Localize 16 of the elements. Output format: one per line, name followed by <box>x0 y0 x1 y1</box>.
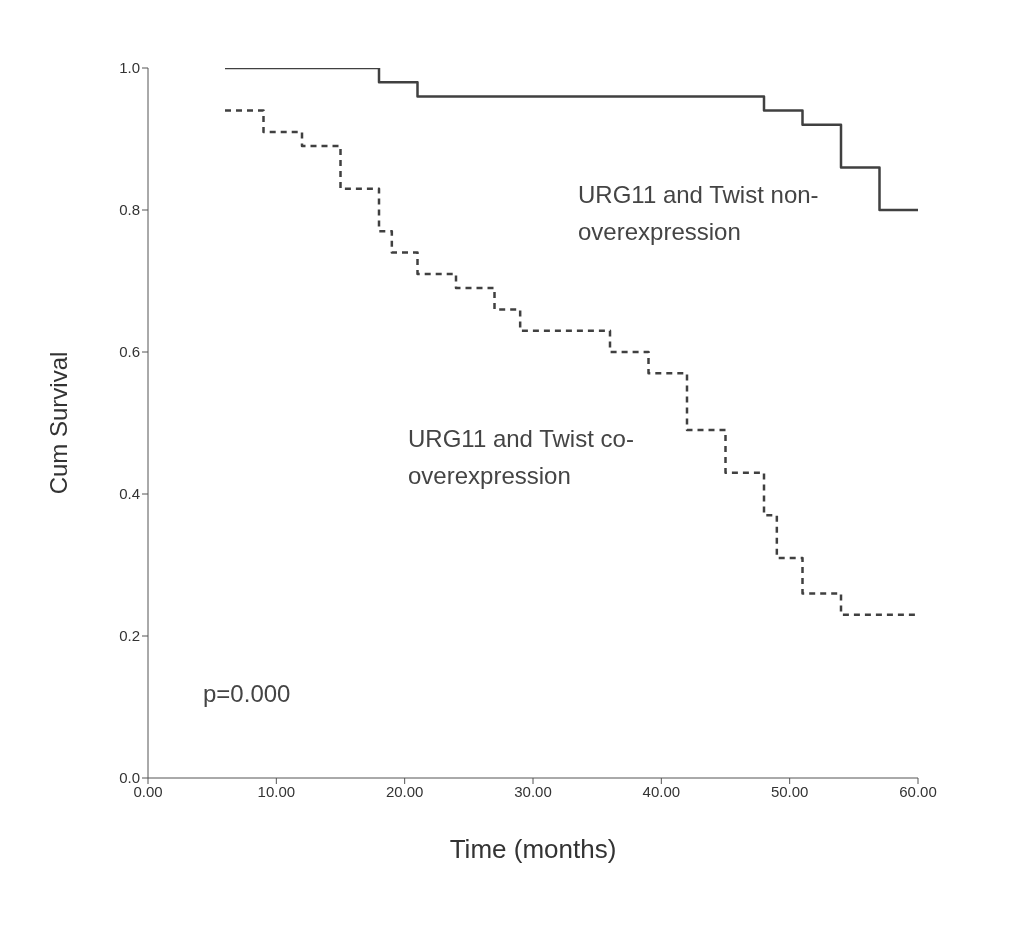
annotation: p=0.000 <box>203 680 291 708</box>
series-label: URG11 and Twist non-overexpression <box>578 180 820 247</box>
y-tick-label: 1.0 <box>119 59 140 77</box>
y-axis-title: Cum Survival <box>44 351 72 495</box>
x-tick-label: 50.00 <box>770 782 809 800</box>
text: URG11 and Twist co-overexpression <box>408 424 635 491</box>
y-tick-label: 0.6 <box>119 343 140 361</box>
x-tick-label: 40.00 <box>642 782 681 800</box>
x-tick-label: 10.00 <box>257 782 296 800</box>
y-tick-label: 0.2 <box>119 627 140 645</box>
x-tick-label: 60.00 <box>899 782 937 800</box>
y-tick-label: 0.8 <box>119 201 140 219</box>
x-tick-label: 20.00 <box>385 782 424 800</box>
y-tick-label: 0.4 <box>119 485 140 503</box>
x-axis-title: Time (months) <box>449 834 617 864</box>
x-tick-label: 30.00 <box>514 782 552 800</box>
